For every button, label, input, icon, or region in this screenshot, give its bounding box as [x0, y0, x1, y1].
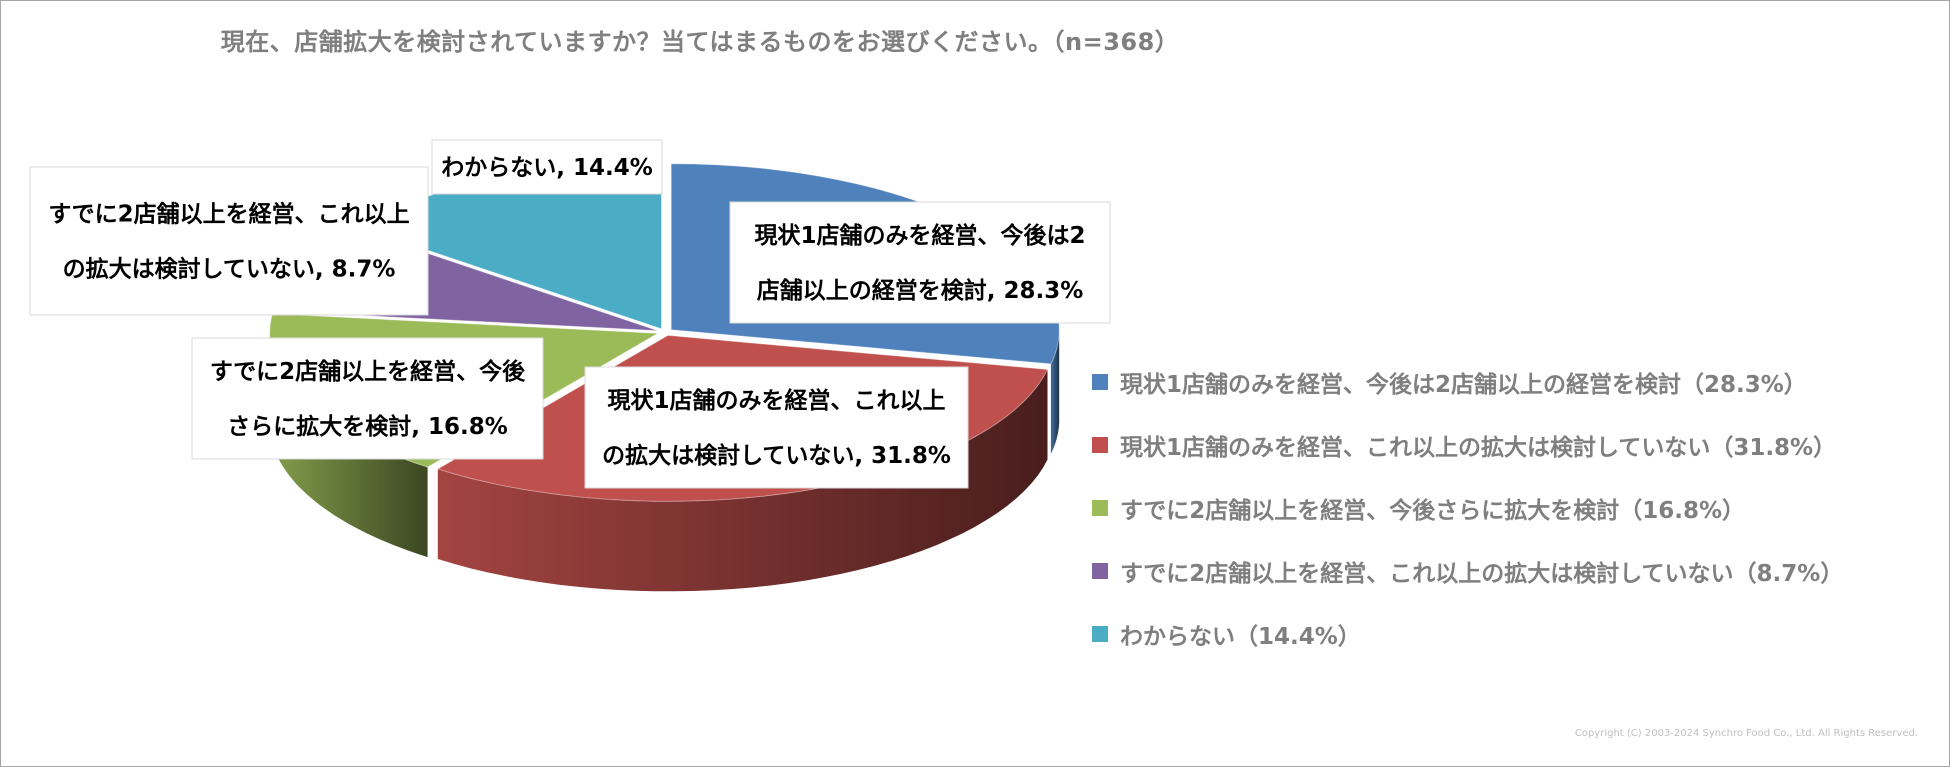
slice-2-data-label: 現状1店舗のみを経営、これ以上の拡大は検討していない, 31.8% — [584, 366, 969, 489]
slice-4-data-label: すでに2店舗以上を経営、これ以上の拡大は検討していない, 8.7% — [29, 166, 429, 316]
slice-5-data-label: わからない, 14.4% — [431, 139, 663, 195]
slice-1-data-label-line: 現状1店舗のみを経営、今後は2 — [754, 222, 1085, 249]
slice-4-data-label-line: の拡大は検討していない, 8.7% — [63, 256, 396, 283]
legend-label: すでに2店舗以上を経営、これ以上の拡大は検討していない（8.7%） — [1120, 560, 1844, 587]
slice-2-side — [437, 369, 1048, 592]
slice-1-data-label-line: 店舗以上の経営を検討, 28.3% — [757, 277, 1084, 304]
legend-label: すでに2店舗以上を経営、今後さらに拡大を検討（16.8%） — [1120, 497, 1746, 524]
slice-2-data-label-line: の拡大は検討していない, 31.8% — [602, 442, 951, 469]
legend-label: 現状1店舗のみを経営、今後は2店舗以上の経営を検討（28.3%） — [1120, 371, 1807, 398]
legend-label: 現状1店舗のみを経営、これ以上の拡大は検討していない（31.8%） — [1120, 434, 1837, 461]
legend-item: わからない（14.4%） — [1092, 602, 1843, 665]
legend-swatch — [1092, 373, 1108, 390]
legend-swatch — [1092, 562, 1108, 579]
slice-3-data-label-line: さらに拡大を検討, 16.8% — [227, 413, 508, 440]
legend-item: 現状1店舗のみを経営、これ以上の拡大は検討していない（31.8%） — [1092, 413, 1843, 476]
legend-swatch — [1092, 625, 1108, 642]
copyright-text: Copyright (C) 2003-2024 Synchro Food Co.… — [1574, 728, 1918, 739]
slice-1-data-label: 現状1店舗のみを経営、今後は2 店舗以上の経営を検討, 28.3% — [729, 201, 1111, 324]
chart-title: 現在、店舗拡大を検討されていますか？当てはまるものをお選びください。（n=368… — [220, 28, 1180, 56]
chart-legend: 現状1店舗のみを経営、今後は2店舗以上の経営を検討（28.3%） 現状1店舗のみを… — [1092, 350, 1843, 665]
slice-5-data-label-line: わからない, 14.4% — [441, 155, 653, 181]
slice-3-data-label: すでに2店舗以上を経営、今後さらに拡大を検討, 16.8% — [191, 337, 544, 460]
slice-3-data-label-line: すでに2店舗以上を経営、今後 — [210, 358, 526, 385]
slice-4-data-label-line: すでに2店舗以上を経営、これ以上 — [48, 201, 409, 228]
legend-label: わからない（14.4%） — [1120, 623, 1361, 650]
legend-swatch — [1092, 499, 1108, 516]
legend-item: すでに2店舗以上を経営、これ以上の拡大は検討していない（8.7%） — [1092, 539, 1843, 602]
legend-item: 現状1店舗のみを経営、今後は2店舗以上の経営を検討（28.3%） — [1092, 350, 1843, 413]
legend-item: すでに2店舗以上を経営、今後さらに拡大を検討（16.8%） — [1092, 476, 1843, 539]
legend-swatch — [1092, 436, 1108, 453]
slice-1-side — [1050, 329, 1060, 454]
slice-2-data-label-line: 現状1店舗のみを経営、これ以上 — [607, 387, 945, 414]
